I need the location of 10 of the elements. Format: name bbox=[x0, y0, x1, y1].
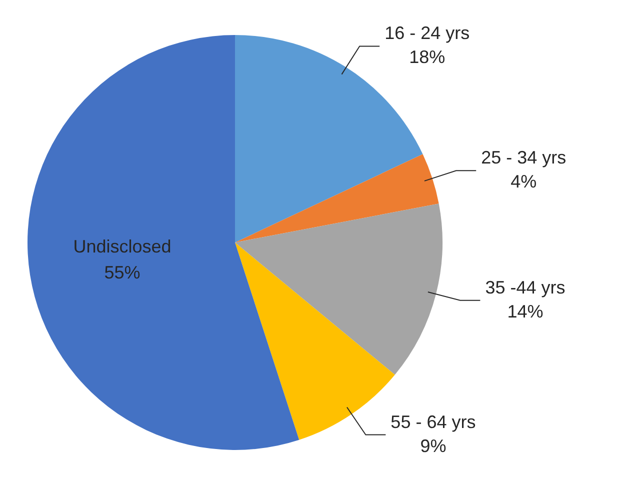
slice-label: 16 - 24 yrs bbox=[384, 23, 470, 44]
data-label: 4% bbox=[510, 172, 537, 192]
slice-label: 35 -44 yrs bbox=[485, 277, 566, 298]
data-label: 9% bbox=[420, 436, 446, 456]
slice-label: 55 - 64 yrs bbox=[390, 412, 476, 432]
slice-label: Undisclosed bbox=[73, 236, 172, 256]
data-label: 55% bbox=[104, 262, 140, 282]
data-label: 18% bbox=[409, 47, 446, 68]
data-label: 14% bbox=[507, 301, 544, 322]
slice-label: 25 - 34 yrs bbox=[481, 148, 566, 168]
